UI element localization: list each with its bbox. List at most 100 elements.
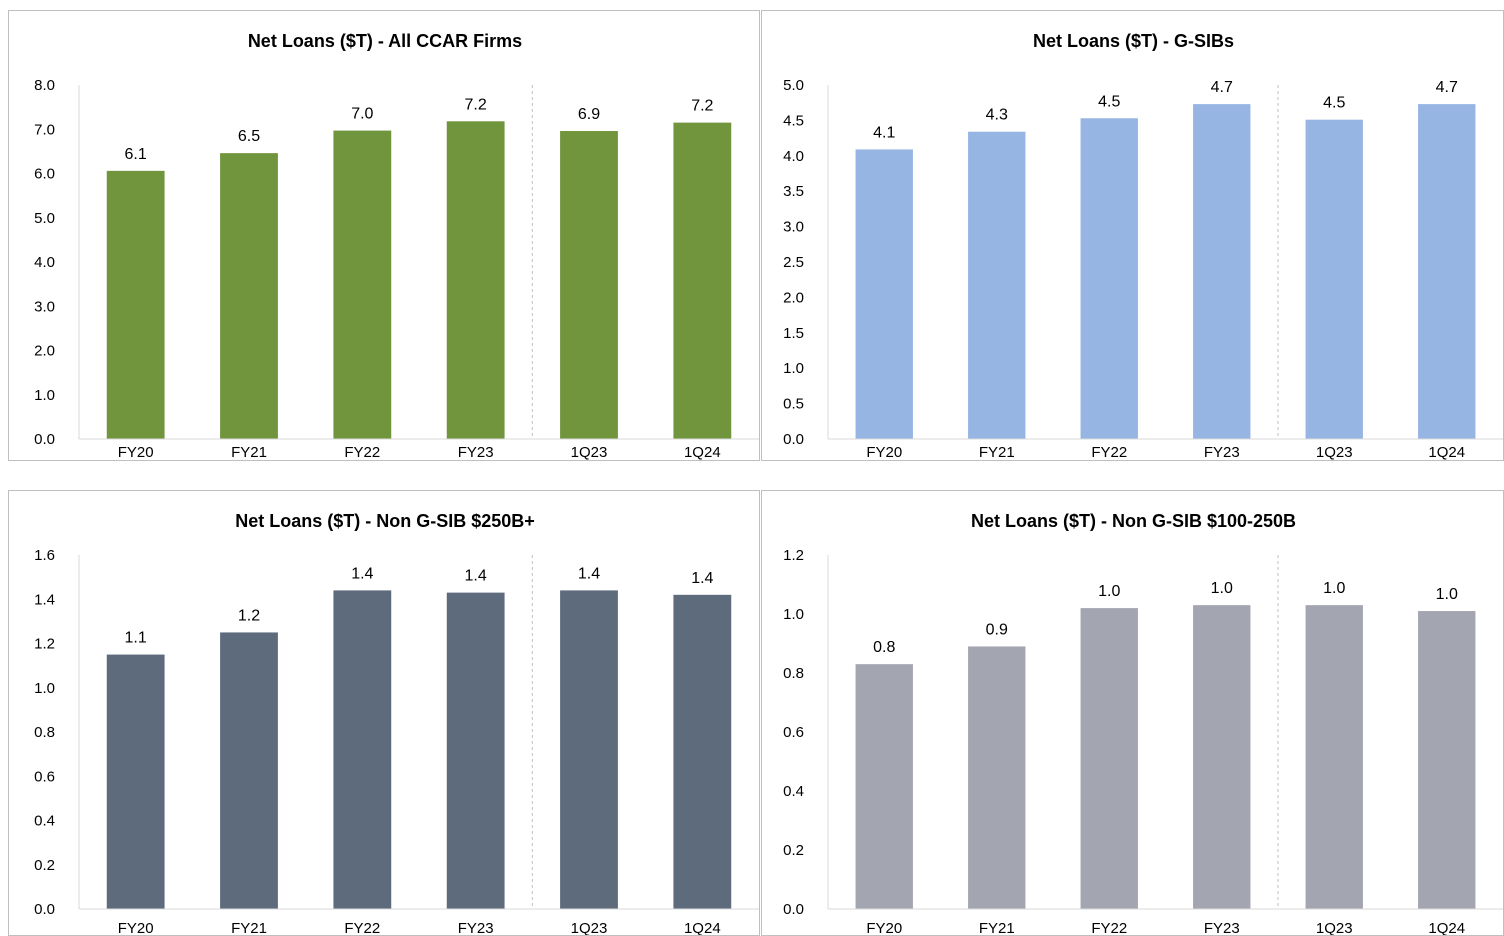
y-tick-label: 2.5 [783,254,804,271]
data-label: 6.5 [238,128,260,145]
y-tick-label: 0.8 [783,665,804,682]
y-tick-label: 0.4 [34,813,55,830]
x-tick-label: FY22 [1091,920,1127,936]
data-label: 7.2 [691,98,713,115]
bar [560,590,618,909]
chart-svg: Net Loans ($T) - Non G-SIB $100-250B 0.0 0… [783,511,1503,936]
x-tick-label: FY20 [866,920,902,936]
bar [1193,104,1251,439]
x-tick-label: FY21 [979,444,1015,461]
bar [446,121,505,439]
data-label: 4.5 [1098,93,1120,110]
y-tick-label: 0.4 [783,783,804,800]
x-tick-label: 1Q23 [1316,920,1353,936]
y-tick-label: 0.8 [34,724,55,741]
bar [220,632,278,909]
y-tick-label: 0.2 [34,857,55,874]
chart-svg: Net Loans ($T) - All CCAR Firms 0.0 1.0 2.0… [34,31,759,461]
bar [673,122,732,440]
bar [106,654,165,909]
x-tick-label: 1Q23 [571,444,608,461]
chart-title: Net Loans ($T) - All CCAR Firms [248,31,522,51]
y-tick-label: 0.2 [783,842,804,859]
bar [968,646,1026,909]
data-label: 6.1 [125,146,147,163]
bar [333,130,392,439]
x-tick-label: 1Q24 [684,920,721,936]
chart-panel-non-gsib-100-250b: Net Loans ($T) - Non G-SIB $100-250B 0.0 0… [761,490,1504,936]
y-tick-label: 0.0 [34,901,55,918]
bar [673,594,732,909]
data-label: 1.1 [125,630,147,647]
y-tick-label: 5.0 [783,77,804,94]
data-label: 4.1 [873,124,895,141]
data-label: 4.3 [986,107,1008,124]
data-label: 0.9 [986,621,1008,638]
y-tick-label: 3.5 [783,183,804,200]
y-tick-label: 1.5 [783,325,804,342]
bar [1305,119,1363,439]
bar [855,149,913,440]
bar [855,664,913,909]
y-tick-label: 3.0 [783,219,804,236]
y-tick-label: 8.0 [34,77,55,94]
y-tick-label: 1.4 [34,591,55,608]
x-tick-label: FY21 [231,920,267,936]
y-tick-label: 1.0 [34,680,55,697]
y-tick-label: 1.0 [783,360,804,377]
bar [1080,118,1138,439]
y-tick-label: 4.0 [34,254,55,271]
data-label: 4.5 [1323,95,1345,112]
y-tick-label: 2.0 [34,343,55,360]
data-label: 1.4 [691,570,713,587]
y-tick-label: 7.0 [34,121,55,138]
chart-panel-g-sibs: Net Loans ($T) - G-SIBs 0.0 0.5 1.0 1.5 2.0 2.… [761,10,1504,461]
x-tick-label: FY23 [1204,444,1240,461]
y-tick-label: 1.0 [34,387,55,404]
bar [1080,608,1138,909]
x-tick-label: 1Q24 [684,444,721,461]
y-tick-label: 0.0 [783,431,804,448]
y-tick-label: 1.6 [34,547,55,564]
data-label: 1.0 [1098,583,1120,600]
bar [1418,611,1476,909]
chart-title: Net Loans ($T) - Non G-SIB $250B+ [235,511,535,531]
data-label: 1.4 [351,565,373,582]
x-tick-label: FY22 [344,920,380,936]
data-label: 4.7 [1436,79,1458,96]
x-tick-label: FY22 [1091,444,1127,461]
data-label: 1.4 [465,568,487,585]
data-label: 1.0 [1323,580,1345,597]
y-tick-label: 6.0 [34,166,55,183]
x-tick-label: 1Q24 [1428,444,1465,461]
x-tick-label: FY20 [118,444,154,461]
y-tick-label: 1.0 [783,606,804,623]
bar [106,170,165,439]
y-tick-label: 0.0 [34,431,55,448]
chart-svg: Net Loans ($T) - Non G-SIB $250B+ 0.0 0.2 0… [34,511,759,936]
chart-svg: Net Loans ($T) - G-SIBs 0.0 0.5 1.0 1.5 2.0 2.… [783,31,1503,461]
chart-panel-non-gsib-250b-plus: Net Loans ($T) - Non G-SIB $250B+ 0.0 0.2 0… [8,490,760,936]
y-tick-label: 0.6 [34,768,55,785]
x-tick-label: 1Q23 [571,920,608,936]
bar [1193,605,1251,909]
bar [560,131,618,439]
y-tick-label: 5.0 [34,210,55,227]
data-label: 7.2 [465,96,487,113]
data-label: 1.0 [1436,586,1458,603]
y-tick-label: 4.0 [783,148,804,165]
x-tick-label: FY23 [458,444,494,461]
chart-title: Net Loans ($T) - G-SIBs [1033,31,1234,51]
x-tick-label: FY23 [1204,920,1240,936]
y-tick-label: 0.5 [783,396,804,413]
data-label: 0.8 [873,639,895,656]
x-tick-label: FY23 [458,920,494,936]
data-label: 1.0 [1211,580,1233,597]
y-tick-label: 0.6 [783,724,804,741]
y-tick-label: 1.2 [34,636,55,653]
x-tick-label: 1Q23 [1316,444,1353,461]
x-tick-label: FY21 [979,920,1015,936]
y-tick-label: 4.5 [783,112,804,129]
bar [1418,104,1476,439]
x-tick-label: FY20 [866,444,902,461]
